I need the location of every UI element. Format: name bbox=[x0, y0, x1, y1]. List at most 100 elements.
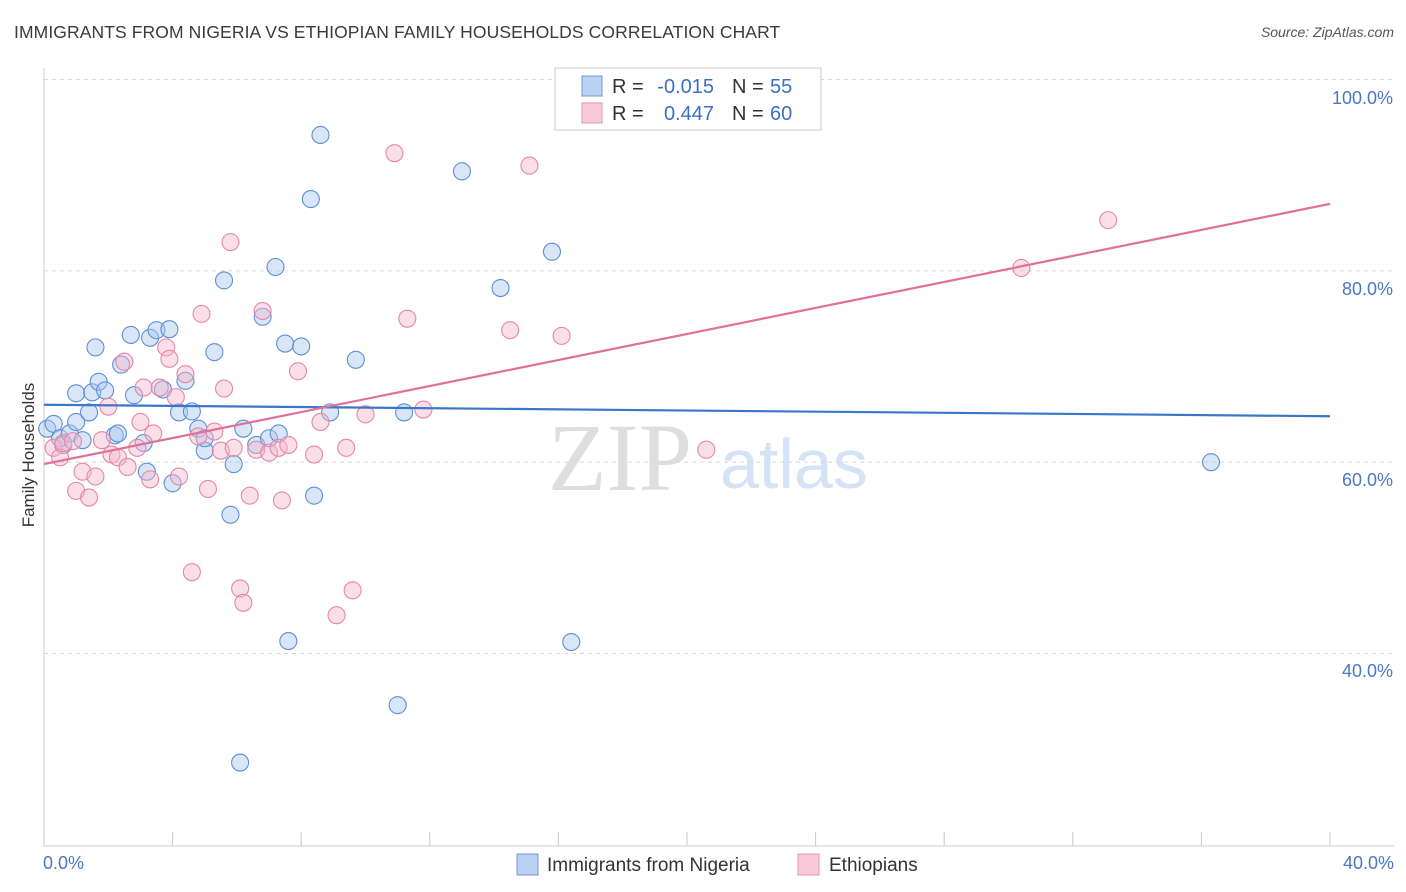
ethiopians-point-14 bbox=[128, 438, 147, 457]
nigeria-point-53 bbox=[491, 279, 510, 298]
nigeria-point-6 bbox=[73, 431, 92, 450]
ethiopians-point-9 bbox=[99, 397, 118, 416]
nigeria-point-34 bbox=[224, 455, 243, 474]
ethiopians-point-15 bbox=[131, 412, 150, 432]
ethiopians-point-25 bbox=[182, 563, 201, 582]
y-tick-label-80: 80.0% bbox=[1342, 279, 1393, 299]
legend-n-value-2: 60 bbox=[770, 103, 792, 125]
ethiopians-point-52 bbox=[414, 400, 433, 419]
legend-n-label-1: N = bbox=[732, 76, 764, 98]
ethiopians-point-6 bbox=[79, 488, 99, 507]
bottom-legend-swatch-pink bbox=[797, 853, 820, 876]
nigeria-point-43 bbox=[279, 632, 298, 651]
ethiopians-point-24 bbox=[176, 365, 195, 384]
ethiopians-point-18 bbox=[144, 424, 163, 443]
nigeria-point-17 bbox=[124, 386, 144, 405]
ethiopians-point-55 bbox=[552, 326, 571, 345]
ethiopians-point-45 bbox=[311, 412, 330, 432]
ethiopians-point-48 bbox=[343, 581, 362, 600]
grid bbox=[44, 79, 1394, 654]
ethiopians-point-26 bbox=[189, 427, 208, 446]
chart-title: IMMIGRANTS FROM NIGERIA VS ETHIOPIAN FAM… bbox=[14, 22, 781, 42]
series-legend: Immigrants from Nigeria Ethiopians bbox=[516, 853, 918, 876]
ethiopians-point-50 bbox=[385, 144, 404, 163]
nigeria-point-33 bbox=[221, 505, 240, 524]
bottom-legend-label-ethiopians: Ethiopians bbox=[829, 855, 918, 876]
legend-n-label-2: N = bbox=[732, 103, 764, 125]
nigeria-point-8 bbox=[79, 403, 99, 422]
nigeria-point-21 bbox=[147, 321, 166, 340]
ethiopians-point-8 bbox=[92, 431, 111, 450]
ethiopians-point-43 bbox=[288, 362, 308, 381]
stats-legend: R = -0.015 N = 55 R = 0.447 N = 60 bbox=[554, 67, 822, 131]
nigeria-point-49 bbox=[346, 350, 365, 369]
bottom-legend-swatch-blue bbox=[516, 853, 539, 876]
ethiopians-point-46 bbox=[327, 606, 346, 625]
series-ethiopians-points bbox=[44, 144, 1118, 625]
ethiopians-point-38 bbox=[253, 301, 272, 321]
nigeria-point-39 bbox=[259, 429, 279, 448]
nigeria-point-24 bbox=[163, 474, 182, 493]
ethiopians-point-0 bbox=[44, 438, 63, 457]
ethiopians-point-7 bbox=[86, 467, 105, 486]
ethiopians-point-31 bbox=[214, 379, 234, 398]
y-tick-labels: 40.0% 60.0% 80.0% 100.0% bbox=[1332, 88, 1393, 681]
nigeria-point-12 bbox=[96, 381, 115, 400]
nigeria-point-42 bbox=[276, 334, 295, 353]
nigeria-point-40 bbox=[266, 257, 285, 277]
nigeria-point-45 bbox=[301, 190, 320, 209]
ethiopians-point-42 bbox=[279, 435, 298, 454]
nigeria-point-44 bbox=[292, 337, 311, 356]
ethiopians-point-47 bbox=[337, 438, 356, 457]
ethiopians-point-51 bbox=[398, 309, 417, 328]
series-nigeria-points bbox=[38, 125, 1221, 772]
ethiopians-point-36 bbox=[240, 486, 259, 505]
nigeria-point-56 bbox=[1201, 453, 1221, 472]
y-tick-label-60: 60.0% bbox=[1342, 470, 1393, 490]
nigeria-point-20 bbox=[141, 328, 160, 347]
nigeria-point-47 bbox=[311, 125, 330, 145]
nigeria-point-35 bbox=[231, 753, 250, 772]
nigeria-point-14 bbox=[108, 424, 127, 443]
ethiopians-point-17 bbox=[141, 470, 160, 489]
ethiopians-point-22 bbox=[166, 388, 185, 407]
legend-r-value-2: 0.447 bbox=[664, 103, 714, 125]
ethiopians-point-58 bbox=[1099, 211, 1118, 230]
nigeria-point-31 bbox=[205, 343, 224, 362]
ethiopians-point-28 bbox=[198, 479, 218, 499]
nigeria-point-51 bbox=[395, 403, 414, 422]
x-tick-label-min: 0.0% bbox=[43, 853, 84, 873]
nigeria-point-5 bbox=[67, 412, 86, 432]
watermark-atlas: atlas bbox=[720, 425, 868, 503]
ethiopians-point-44 bbox=[305, 445, 324, 464]
nigeria-point-54 bbox=[542, 242, 562, 261]
ethiopians-point-3 bbox=[63, 432, 82, 451]
nigeria-point-52 bbox=[452, 162, 472, 181]
ethiopians-point-27 bbox=[192, 304, 211, 323]
nigeria-point-10 bbox=[86, 338, 105, 357]
y-axis-label: Family Households bbox=[19, 383, 38, 528]
nigeria-point-15 bbox=[112, 355, 131, 374]
nigeria-point-16 bbox=[121, 325, 140, 344]
ethiopians-point-16 bbox=[134, 378, 153, 397]
ethiopians-point-41 bbox=[272, 491, 291, 510]
bottom-legend-label-nigeria: Immigrants from Nigeria bbox=[547, 855, 750, 876]
ethiopians-point-39 bbox=[259, 443, 279, 462]
nigeria-point-38 bbox=[253, 307, 272, 326]
ethiopians-point-35 bbox=[234, 593, 253, 612]
source-label: Source: ZipAtlas.com bbox=[1260, 24, 1394, 40]
watermark: ZIP atlas bbox=[548, 404, 868, 511]
axes bbox=[43, 68, 1394, 847]
nigeria-point-30 bbox=[195, 429, 214, 448]
nigeria-point-55 bbox=[562, 632, 581, 652]
y-tick-label-40: 40.0% bbox=[1342, 661, 1393, 681]
ethiopians-point-20 bbox=[157, 338, 176, 357]
ethiopians-point-56 bbox=[697, 440, 716, 459]
ethiopians-point-33 bbox=[224, 438, 243, 457]
ethiopians-point-32 bbox=[221, 233, 240, 252]
ethiopians-point-54 bbox=[520, 156, 539, 175]
y-tick-label-100: 100.0% bbox=[1332, 88, 1393, 108]
legend-n-value-1: 55 bbox=[770, 76, 792, 98]
ethiopians-point-34 bbox=[231, 579, 250, 598]
